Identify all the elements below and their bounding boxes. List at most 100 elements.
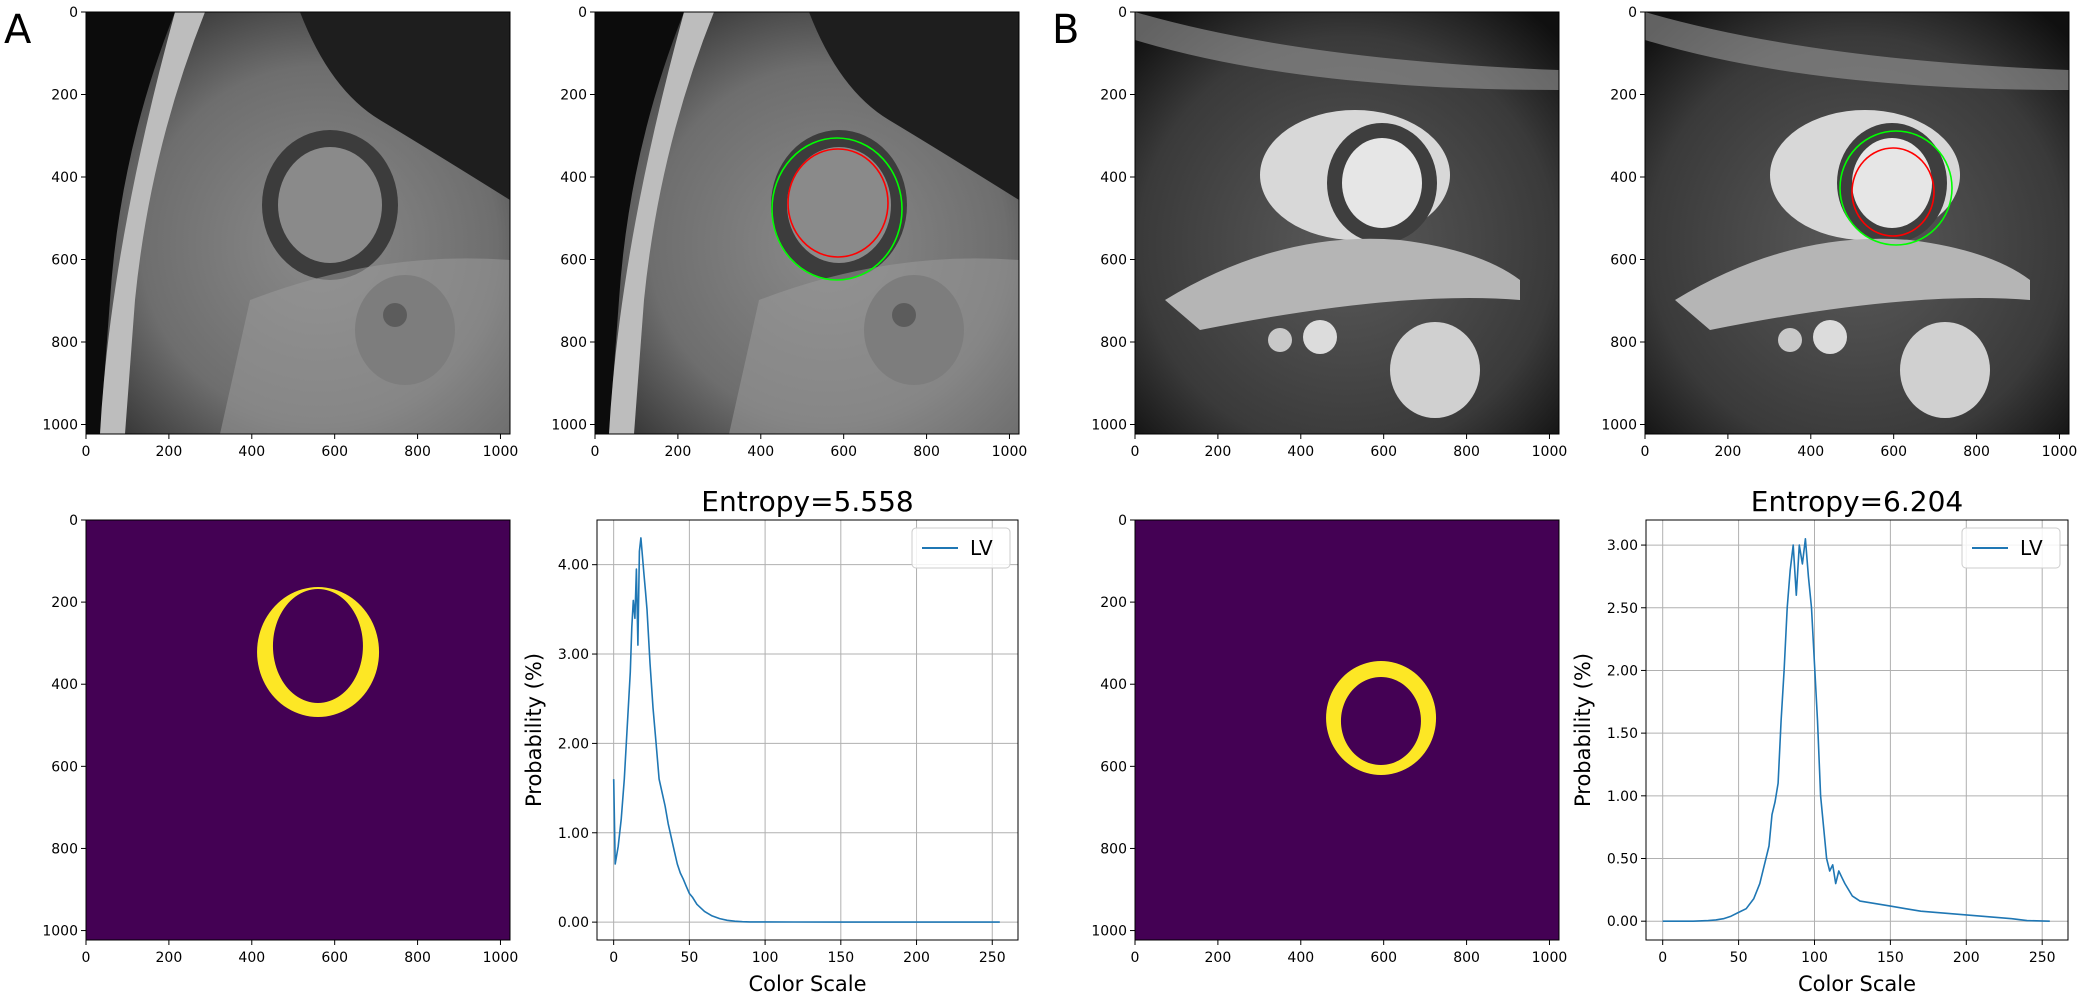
y-tick-label: 0.00 [558, 915, 589, 931]
x-tick-label: 1000 [483, 444, 519, 460]
y-tick-label: 0.50 [1607, 852, 1638, 868]
x-tick-label: 200 [665, 444, 692, 460]
image-axes-a-raw: 0 200 400 600 800 1000 0 200 400 600 800 1000 [42, 5, 518, 460]
x-tick-label: 200 [1715, 444, 1742, 460]
y-tick-label: 0.00 [1607, 914, 1638, 930]
segmentation-mask-a: 0 200 400 600 800 1000 0 200 400 600 800 1000 [42, 513, 518, 966]
x-tick-label: 0 [591, 444, 600, 460]
x-tick-label: 200 [1205, 950, 1232, 966]
series-line-lv [1662, 537, 2050, 923]
y-tick-label: 600 [560, 253, 587, 269]
y-tick-label: 400 [1100, 677, 1127, 693]
x-tick-label: 800 [404, 950, 431, 966]
x-tick-label: 0 [1131, 444, 1140, 460]
x-tick-label: 0 [1131, 950, 1140, 966]
y-tick-label: 400 [51, 677, 78, 693]
x-tick-label: 800 [1453, 950, 1480, 966]
y-tick-label: 0 [69, 513, 78, 529]
y-tick-label: 3.00 [1607, 538, 1638, 554]
y-tick-label: 0 [578, 5, 587, 21]
y-tick-label: 400 [1100, 170, 1127, 186]
y-tick-label: 4.00 [558, 558, 589, 574]
y-tick-label: 1000 [42, 418, 78, 434]
x-tick-label: 400 [1797, 444, 1824, 460]
x-tick-label: 0 [82, 950, 91, 966]
y-tick-label: 1000 [1601, 418, 1637, 434]
y-tick-label: 1.00 [1607, 789, 1638, 805]
image-axes-a-contours: 0 200 400 600 800 1000 0 200 400 600 800 1000 [551, 5, 1027, 460]
x-tick-label: 150 [827, 950, 854, 966]
x-tick-label: 400 [1287, 950, 1314, 966]
legend-box [911, 527, 1011, 569]
epicardium-contour-a [771, 137, 903, 281]
histogram-plot-a: 0 50 100 150 200 250 0.00 1.00 2.00 3.00 4.00 Color… [522, 485, 1019, 996]
x-tick-label: 400 [747, 444, 774, 460]
mri-image-a-contours [595, 12, 1019, 434]
y-tick-label: 600 [1610, 253, 1637, 269]
plot-frame [596, 519, 1019, 941]
legend-label: LV [2020, 536, 2043, 560]
x-tick-label: 200 [1953, 950, 1980, 966]
y-tick-label: 800 [1610, 335, 1637, 351]
y-tick-label: 200 [1100, 88, 1127, 104]
x-tick-label: 800 [404, 444, 431, 460]
y-tick-label: 800 [560, 335, 587, 351]
x-tick-label: 100 [1801, 950, 1828, 966]
mri-image-a-raw [86, 12, 510, 434]
x-tick-label: 600 [1370, 950, 1397, 966]
x-tick-label: 250 [979, 950, 1006, 966]
x-tick-label: 250 [2029, 950, 2056, 966]
x-tick-label: 200 [156, 950, 183, 966]
y-tick-label: 2.00 [1607, 663, 1638, 679]
y-tick-label: 600 [1100, 759, 1127, 775]
y-tick-label: 1000 [1091, 418, 1127, 434]
legend: LV [911, 527, 1011, 569]
x-tick-label: 1000 [992, 444, 1028, 460]
x-tick-label: 400 [238, 444, 265, 460]
plot-frame [1645, 519, 2069, 941]
endocardium-contour-a [787, 148, 889, 258]
y-tick-label: 1.00 [558, 826, 589, 842]
x-tick-label: 1000 [1532, 950, 1568, 966]
x-axis-label: Color Scale [748, 972, 866, 996]
x-tick-label: 800 [1963, 444, 1990, 460]
y-tick-label: 200 [51, 88, 78, 104]
y-tick-label: 200 [1610, 88, 1637, 104]
x-tick-label: 200 [156, 444, 183, 460]
x-tick-label: 600 [321, 444, 348, 460]
y-tick-label: 1000 [551, 418, 587, 434]
x-tick-label: 600 [1880, 444, 1907, 460]
x-tick-label: 100 [752, 950, 779, 966]
y-tick-label: 400 [1610, 170, 1637, 186]
x-tick-label: 0 [1658, 950, 1667, 966]
x-tick-label: 800 [913, 444, 940, 460]
mri-image-b-raw [1135, 12, 1559, 434]
x-tick-label: 200 [903, 950, 930, 966]
y-tick-label: 1.50 [1607, 726, 1638, 742]
x-tick-label: 800 [1453, 444, 1480, 460]
x-tick-label: 600 [321, 950, 348, 966]
x-tick-label: 0 [1641, 444, 1650, 460]
y-axis-label: Probability (%) [1571, 653, 1595, 807]
endocardium-contour-b [1851, 147, 1935, 237]
x-tick-label: 0 [609, 950, 618, 966]
y-tick-label: 800 [51, 335, 78, 351]
y-tick-label: 1000 [42, 924, 78, 940]
y-tick-label: 600 [51, 253, 78, 269]
image-axes-b-raw: 0 200 400 600 800 1000 0 200 400 600 800 1000 [1091, 5, 1567, 460]
y-tick-label: 200 [51, 595, 78, 611]
y-tick-label: 400 [51, 170, 78, 186]
legend-box [1961, 527, 2061, 569]
x-tick-label: 1000 [1532, 444, 1568, 460]
y-tick-label: 800 [51, 841, 78, 857]
series-line-lv [612, 537, 1000, 923]
panel-label-b: B [1052, 7, 1080, 53]
x-tick-label: 50 [680, 950, 698, 966]
histogram-plot-b: 0 50 100 150 200 250 0.00 0.50 1.00 1.50 2.00 2.50 3… [1571, 485, 2069, 996]
y-tick-label: 800 [1100, 841, 1127, 857]
y-tick-label: 400 [560, 170, 587, 186]
epicardium-contour-b [1839, 130, 1953, 246]
x-tick-label: 1000 [2042, 444, 2078, 460]
x-tick-label: 400 [238, 950, 265, 966]
